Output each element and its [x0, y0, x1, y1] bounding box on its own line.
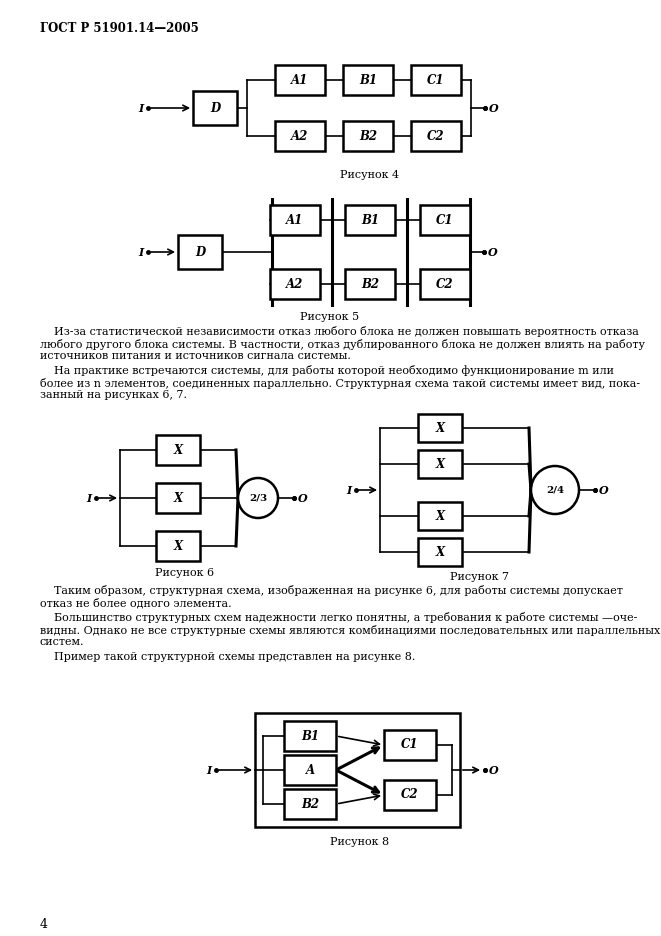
- Text: X: X: [436, 458, 445, 471]
- Bar: [193, 91, 237, 125]
- Text: A: A: [305, 764, 315, 777]
- Bar: [270, 269, 320, 299]
- Text: I: I: [139, 246, 144, 257]
- Text: X: X: [173, 444, 182, 457]
- Text: C1: C1: [401, 739, 419, 752]
- Text: Рисунок 6: Рисунок 6: [155, 568, 215, 578]
- Bar: [275, 65, 325, 95]
- Bar: [178, 235, 222, 269]
- Text: любого другого блока системы. В частности, отказ дублированного блока не должен : любого другого блока системы. В частност…: [40, 339, 645, 349]
- Bar: [418, 414, 462, 442]
- Text: Рисунок 4: Рисунок 4: [340, 170, 399, 180]
- Bar: [343, 121, 393, 151]
- Text: На практике встречаются системы, для работы которой необходимо функционирование : На практике встречаются системы, для раб…: [40, 365, 614, 376]
- Text: D: D: [210, 101, 220, 114]
- Bar: [270, 205, 320, 235]
- Text: Большинство структурных схем надежности легко понятны, а требования к работе сис: Большинство структурных схем надежности …: [40, 612, 637, 623]
- Text: A2: A2: [292, 129, 309, 142]
- Bar: [384, 780, 436, 810]
- Text: C2: C2: [401, 788, 419, 801]
- Text: C2: C2: [427, 129, 445, 142]
- Text: X: X: [173, 539, 182, 552]
- Text: O: O: [489, 765, 499, 776]
- Text: Рисунок 5: Рисунок 5: [301, 312, 360, 322]
- Text: систем.: систем.: [40, 637, 85, 647]
- Text: I: I: [347, 485, 352, 495]
- Text: занный на рисунках 6, 7.: занный на рисунках 6, 7.: [40, 390, 187, 401]
- Text: видны. Однако не все структурные схемы являются комбинациями последовательных ил: видны. Однако не все структурные схемы я…: [40, 624, 660, 636]
- Bar: [156, 435, 200, 465]
- Text: O: O: [489, 103, 499, 113]
- Bar: [411, 121, 461, 151]
- Text: C1: C1: [427, 74, 445, 86]
- Text: O: O: [298, 492, 308, 504]
- Text: A2: A2: [286, 277, 303, 290]
- Text: ГОСТ Р 51901.14—2005: ГОСТ Р 51901.14—2005: [40, 22, 199, 35]
- Bar: [284, 721, 336, 751]
- Text: O: O: [599, 485, 609, 495]
- Text: I: I: [207, 765, 212, 776]
- Bar: [284, 789, 336, 819]
- Bar: [420, 269, 470, 299]
- Bar: [156, 483, 200, 513]
- Bar: [255, 713, 460, 827]
- Text: A1: A1: [292, 74, 309, 86]
- Text: Рисунок 8: Рисунок 8: [330, 837, 389, 847]
- Text: отказ не более одного элемента.: отказ не более одного элемента.: [40, 597, 231, 608]
- Text: O: O: [488, 246, 498, 257]
- Text: D: D: [195, 245, 205, 258]
- Text: Из-за статистической независимости отказ любого блока не должен повышать вероятн: Из-за статистической независимости отказ…: [40, 326, 639, 337]
- Text: I: I: [87, 492, 92, 504]
- Text: A1: A1: [286, 213, 303, 227]
- Text: 2/3: 2/3: [249, 493, 267, 503]
- Text: Пример такой структурной схемы представлен на рисунке 8.: Пример такой структурной схемы представл…: [40, 651, 415, 662]
- Text: Рисунок 7: Рисунок 7: [451, 572, 510, 582]
- Bar: [384, 730, 436, 760]
- Circle shape: [531, 466, 579, 514]
- Text: X: X: [173, 491, 182, 505]
- Text: Таким образом, структурная схема, изображенная на рисунке 6, для работы системы : Таким образом, структурная схема, изобра…: [40, 585, 623, 596]
- Text: X: X: [436, 509, 445, 522]
- Bar: [345, 269, 395, 299]
- Text: B2: B2: [359, 129, 377, 142]
- Text: 4: 4: [40, 918, 48, 931]
- Bar: [284, 755, 336, 785]
- Bar: [345, 205, 395, 235]
- Text: более из n элементов, соединенных параллельно. Структурная схема такой системы и: более из n элементов, соединенных паралл…: [40, 378, 640, 389]
- Bar: [418, 502, 462, 530]
- Bar: [343, 65, 393, 95]
- Bar: [411, 65, 461, 95]
- Text: X: X: [436, 421, 445, 434]
- Bar: [418, 538, 462, 566]
- Text: B2: B2: [301, 797, 319, 811]
- Text: C1: C1: [436, 213, 453, 227]
- Bar: [420, 205, 470, 235]
- Text: 2/4: 2/4: [546, 486, 564, 494]
- Bar: [418, 450, 462, 478]
- Circle shape: [238, 478, 278, 518]
- Bar: [275, 121, 325, 151]
- Text: C2: C2: [436, 277, 453, 290]
- Text: X: X: [436, 546, 445, 559]
- Text: B1: B1: [301, 729, 319, 742]
- Bar: [156, 531, 200, 561]
- Text: B2: B2: [361, 277, 379, 290]
- Text: I: I: [139, 103, 144, 113]
- Text: B1: B1: [361, 213, 379, 227]
- Text: источников питания и источников сигнала системы.: источников питания и источников сигнала …: [40, 351, 351, 361]
- Text: B1: B1: [359, 74, 377, 86]
